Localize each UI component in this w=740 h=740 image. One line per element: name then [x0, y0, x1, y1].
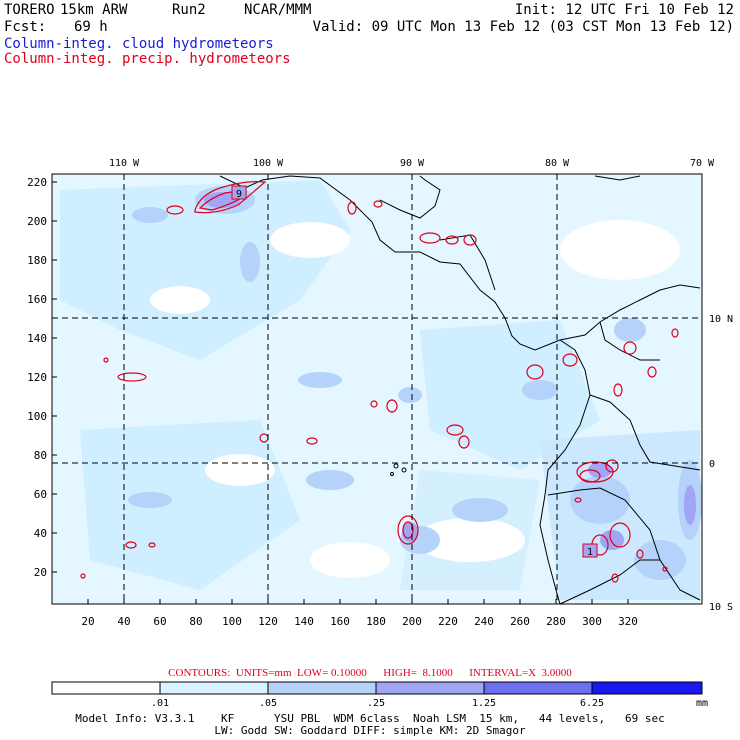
lon-label: 110 W: [109, 158, 140, 169]
y-tick-label: 20: [34, 566, 47, 579]
max-label-text-1: 9: [236, 189, 242, 200]
lon-label: 70 W: [690, 158, 715, 169]
legend-level-label: 6.25: [580, 698, 604, 709]
y-tick-label: 100: [27, 410, 47, 423]
model-resolution: 15km ARW: [60, 2, 128, 18]
x-tick-label: 80: [189, 615, 202, 628]
legend-level-label: .01: [151, 698, 169, 709]
x-tick-label: 320: [618, 615, 638, 628]
x-tick-label: 260: [510, 615, 530, 628]
legend-bin: [51, 681, 161, 695]
model-name: TORERO: [4, 2, 55, 18]
y-tick-label: 80: [34, 449, 47, 462]
init-time: Init: 12 UTC Fri 10 Feb 12: [514, 2, 734, 18]
model-run: Run2: [172, 2, 206, 18]
y-axis-labels: 220 200 180 160 140 120 100 80 60 40 20: [27, 176, 47, 579]
color-legend: .01 .05 .25 1.25 6.25 mm: [51, 681, 708, 709]
legend-bin: [483, 681, 593, 695]
x-tick-label: 300: [582, 615, 602, 628]
forecast-hour: 69 h: [74, 19, 108, 35]
x-tick-label: 60: [153, 615, 166, 628]
legend-bin: [591, 681, 703, 695]
x-tick-label: 120: [258, 615, 278, 628]
axis-ticks: [52, 181, 629, 604]
max-label-text-2: 1: [587, 547, 593, 558]
contour-info: CONTOURS: UNITS=mm LOW= 0.10000 HIGH= 8.…: [168, 667, 572, 679]
legend-level-label: .25: [367, 698, 385, 709]
lon-label: 100 W: [253, 158, 284, 169]
lon-label: 90 W: [400, 158, 425, 169]
x-tick-label: 220: [438, 615, 458, 628]
lat-label: 10 N: [709, 314, 733, 325]
y-tick-label: 140: [27, 332, 47, 345]
model-info-line-2: LW: Godd SW: Goddard DIFF: simple KM: 2D…: [214, 724, 526, 737]
latitude-labels: 10 N 0 10 S: [709, 314, 733, 613]
valid-time: Valid: 09 UTC Mon 13 Feb 12 (03 CST Mon …: [312, 19, 734, 35]
x-tick-label: 200: [402, 615, 422, 628]
field-title-cloud: Column-integ. cloud hydrometeors: [4, 36, 274, 52]
y-tick-label: 60: [34, 488, 47, 501]
x-axis-labels: 20 40 60 80 100 120 140 160 180 200 220 …: [81, 615, 638, 628]
legend-bin: [267, 681, 377, 695]
lon-label: 80 W: [545, 158, 570, 169]
y-tick-label: 220: [27, 176, 47, 189]
lat-lon-grid: [52, 174, 702, 604]
legend-bin: [375, 681, 485, 695]
x-tick-label: 40: [117, 615, 130, 628]
legend-level-label: 1.25: [472, 698, 496, 709]
x-tick-label: 100: [222, 615, 242, 628]
longitude-labels: 110 W 100 W 90 W 80 W 70 W: [109, 158, 715, 169]
lat-label: 0: [709, 459, 715, 470]
lat-label: 10 S: [709, 602, 733, 613]
max-label-box-1: [231, 185, 247, 200]
model-org: NCAR/MMM: [244, 2, 312, 18]
legend-level-label: .05: [259, 698, 277, 709]
y-tick-label: 200: [27, 215, 47, 228]
cloud-field: [52, 174, 702, 604]
model-info-line-1: Model Info: V3.3.1 KF YSU PBL WDM 6class…: [75, 712, 665, 725]
plot-frame: [51, 173, 703, 605]
x-tick-label: 140: [294, 615, 314, 628]
legend-bin: [159, 681, 269, 695]
x-tick-label: 20: [81, 615, 94, 628]
max-label-box-2: [582, 543, 598, 558]
x-tick-label: 280: [546, 615, 566, 628]
x-tick-label: 180: [366, 615, 386, 628]
legend-unit: mm: [696, 698, 708, 709]
y-tick-label: 180: [27, 254, 47, 267]
y-tick-label: 40: [34, 527, 47, 540]
field-title-precip: Column-integ. precip. hydrometeors: [4, 51, 291, 67]
y-tick-label: 120: [27, 371, 47, 384]
y-tick-label: 160: [27, 293, 47, 306]
forecast-label: Fcst:: [4, 19, 47, 35]
x-tick-label: 240: [474, 615, 494, 628]
x-tick-label: 160: [330, 615, 350, 628]
precip-contours: [80, 181, 679, 583]
